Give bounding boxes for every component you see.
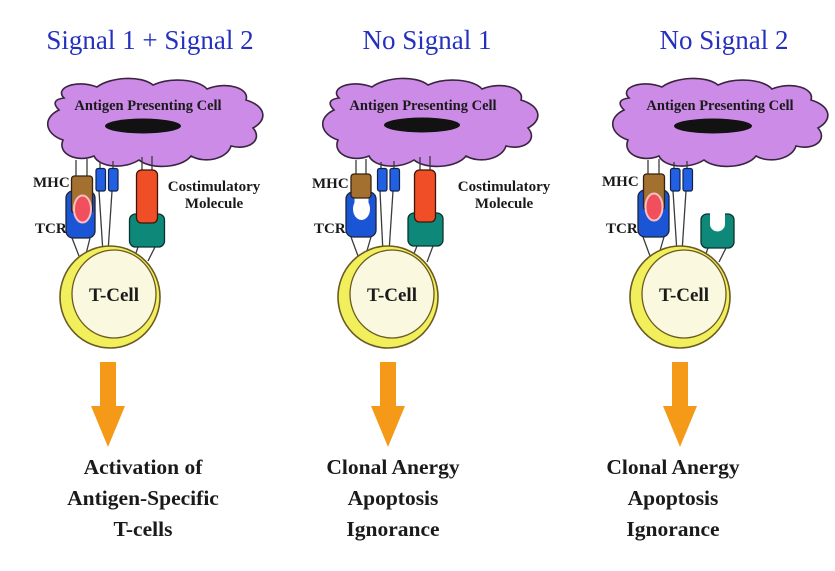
panel2-title: No Signal 1: [362, 25, 492, 55]
outcome-line: Activation of: [83, 455, 203, 479]
panel3-title: No Signal 2: [659, 25, 789, 55]
panel1-title: Signal 1 + Signal 2: [46, 25, 254, 55]
apc-nucleus: [105, 118, 181, 134]
panel1-tcell-label: T-Cell: [89, 285, 139, 306]
outcome-line: T-cells: [113, 517, 173, 541]
costimulatory-molecule-shape: [135, 169, 159, 224]
down-arrow: [91, 362, 125, 447]
panel1-mhc-label: MHC: [33, 175, 70, 191]
tcell-cytoplasm: [349, 249, 435, 339]
stalk-lines: [642, 159, 727, 263]
antigen-peptide: [644, 192, 664, 222]
costimulatory-molecule-shape: [413, 169, 437, 223]
stalk-lines: [350, 156, 434, 263]
apc-nucleus: [674, 118, 752, 134]
panel1-apc-label: Antigen Presenting Cell: [74, 98, 222, 114]
coreceptor-right: [107, 167, 119, 192]
outcome-line: Ignorance: [346, 517, 440, 541]
antigen-peptide: [73, 194, 92, 224]
panel1-costim-label: Costimulatory Molecule: [167, 179, 261, 212]
panel2-tcr-label: TCR: [314, 221, 346, 237]
coreceptor-left: [376, 167, 388, 192]
panel2-mhc-label: MHC: [312, 176, 349, 192]
outcome-line: Ignorance: [626, 517, 720, 541]
panel1-outcome: Activation of Antigen-Specific T-cells: [32, 452, 254, 545]
panel2-tcell-label: T-Cell: [367, 285, 417, 306]
outcome-line: Clonal Anergy: [326, 455, 460, 479]
apc-nucleus: [384, 117, 460, 133]
outcome-line: Apoptosis: [627, 486, 719, 510]
coreceptor-left: [95, 167, 107, 192]
empty-costim-notch: [710, 213, 725, 232]
tcell-cytoplasm: [641, 249, 727, 339]
mhc-molecule: [350, 173, 372, 199]
coreceptor-right: [682, 167, 694, 192]
panel3-outcome: Clonal Anergy Apoptosis Ignorance: [562, 452, 784, 545]
panel3-mhc-label: MHC: [602, 174, 639, 190]
down-arrow: [371, 362, 405, 447]
panel1-tcr-label: TCR: [35, 221, 67, 237]
outcome-line: Antigen-Specific: [67, 486, 219, 510]
coreceptor-right: [389, 167, 401, 192]
panel3-tcr-label: TCR: [606, 221, 638, 237]
down-arrow: [663, 362, 697, 447]
panel3-shapes: [611, 77, 829, 447]
panel2-outcome: Clonal Anergy Apoptosis Ignorance: [282, 452, 504, 545]
panel2-shapes: [321, 77, 539, 447]
panel2-apc-label: Antigen Presenting Cell: [349, 98, 497, 114]
coreceptor-left: [669, 167, 681, 192]
tcell-cytoplasm: [71, 249, 157, 339]
outcome-line: Clonal Anergy: [606, 455, 740, 479]
panel3-tcell-label: T-Cell: [659, 285, 709, 306]
panel1-shapes: [46, 77, 264, 447]
panel3-apc-label: Antigen Presenting Cell: [646, 98, 794, 114]
outcome-line: Apoptosis: [347, 486, 439, 510]
panel2-costim-label: Costimulatory Molecule: [457, 179, 551, 212]
